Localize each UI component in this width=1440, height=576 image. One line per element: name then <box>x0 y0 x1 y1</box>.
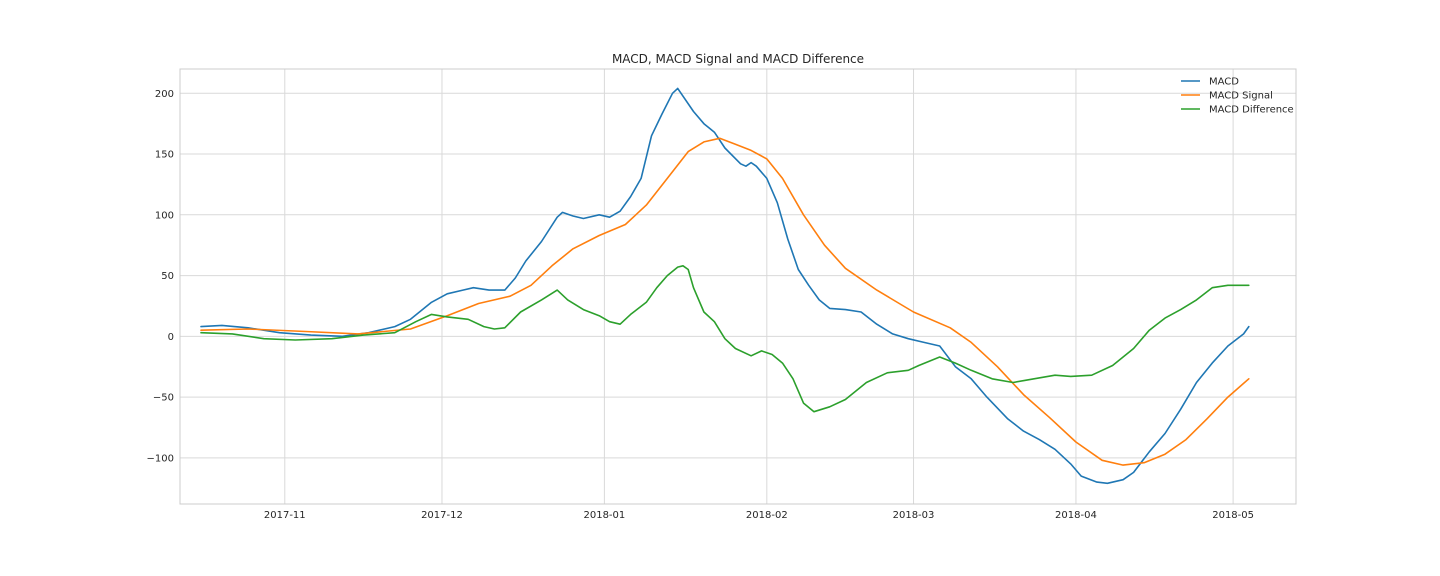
y-tick-label: 50 <box>161 271 174 282</box>
y-tick-label: 100 <box>155 210 174 221</box>
x-tick-label: 2018-04 <box>1055 510 1097 521</box>
x-tick-label: 2017-11 <box>264 510 306 521</box>
chart-title: MACD, MACD Signal and MACD Difference <box>612 52 864 66</box>
y-tick-label: 200 <box>155 89 174 100</box>
x-tick-label: 2018-05 <box>1212 510 1254 521</box>
y-tick-label: −100 <box>147 453 174 464</box>
x-tick-label: 2018-02 <box>746 510 788 521</box>
x-tick-label: 2018-01 <box>583 510 625 521</box>
legend-label-macd-difference: MACD Difference <box>1209 105 1294 116</box>
axes-frame <box>179 68 1297 505</box>
legend-label-macd-signal: MACD Signal <box>1209 91 1273 102</box>
y-tick-label: −50 <box>153 393 174 404</box>
series-layer <box>200 87 1250 485</box>
series-line-macd-signal <box>200 137 1250 466</box>
x-tick-label: 2018-03 <box>893 510 935 521</box>
y-tick-label: 150 <box>155 150 174 161</box>
x-tick-label: 2017-12 <box>421 510 463 521</box>
series-line-macd-difference <box>200 265 1250 413</box>
grid-layer <box>180 69 1296 504</box>
y-axis: −100 −50 0 50 100 150 200 <box>147 89 174 465</box>
legend: MACD MACD Signal MACD Difference <box>1181 77 1294 116</box>
legend-label-macd: MACD <box>1209 77 1239 88</box>
x-axis: 2017-11 2017-12 2018-01 2018-02 2018-03 2018-… <box>264 510 1254 521</box>
series-line-macd <box>200 87 1250 485</box>
y-tick-label: 0 <box>168 332 174 343</box>
